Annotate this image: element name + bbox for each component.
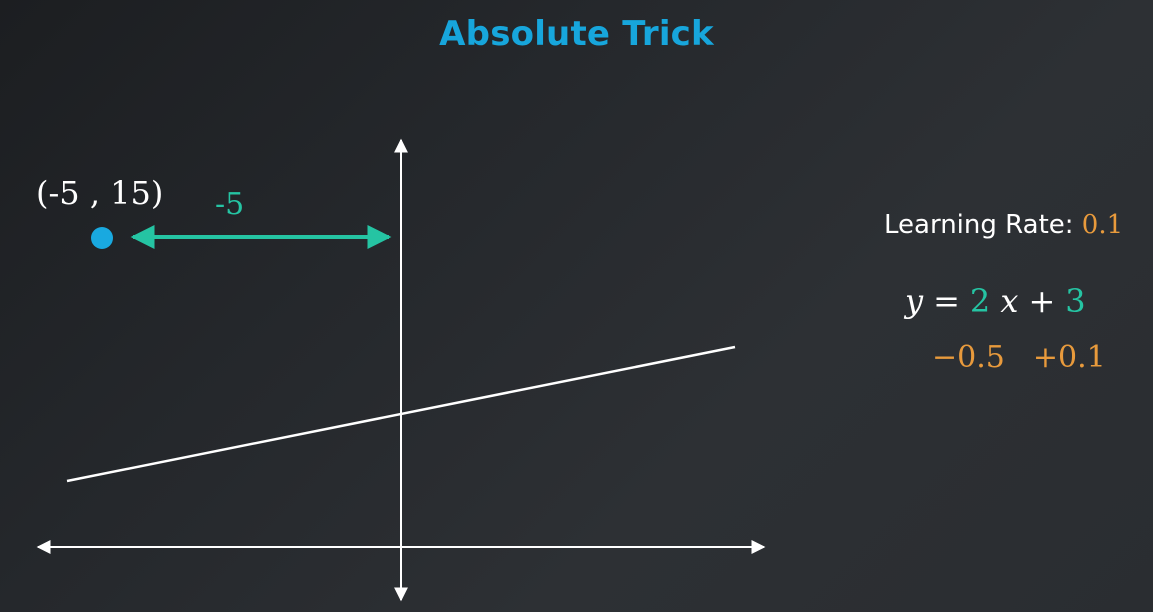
intercept-adjustment: +0.1 [1032,340,1106,375]
data-point[interactable] [91,227,113,249]
distance-label: -5 [215,187,244,222]
equation-y: y [905,282,924,320]
point-label: (-5 , 15) [36,174,163,212]
equation-x: x [1000,282,1019,320]
equation-intercept: 3 [1065,282,1086,320]
learning-rate-value: 0.1 [1081,210,1124,240]
learning-rate-label: Learning Rate: [884,210,1074,240]
equation-equals: = [933,282,960,320]
slide-title: Absolute Trick [439,14,714,54]
equation-slope: 2 [969,282,991,320]
line-equation: y = 2 x +3 [905,282,1086,320]
slope-adjustment: −0.5 [932,340,1005,375]
parameter-adjustments: −0.5 +0.1 [932,340,1106,375]
equation-plus: + [1028,282,1056,320]
learning-rate: Learning Rate: 0.1 [884,210,1123,240]
regression-line [66,345,736,483]
